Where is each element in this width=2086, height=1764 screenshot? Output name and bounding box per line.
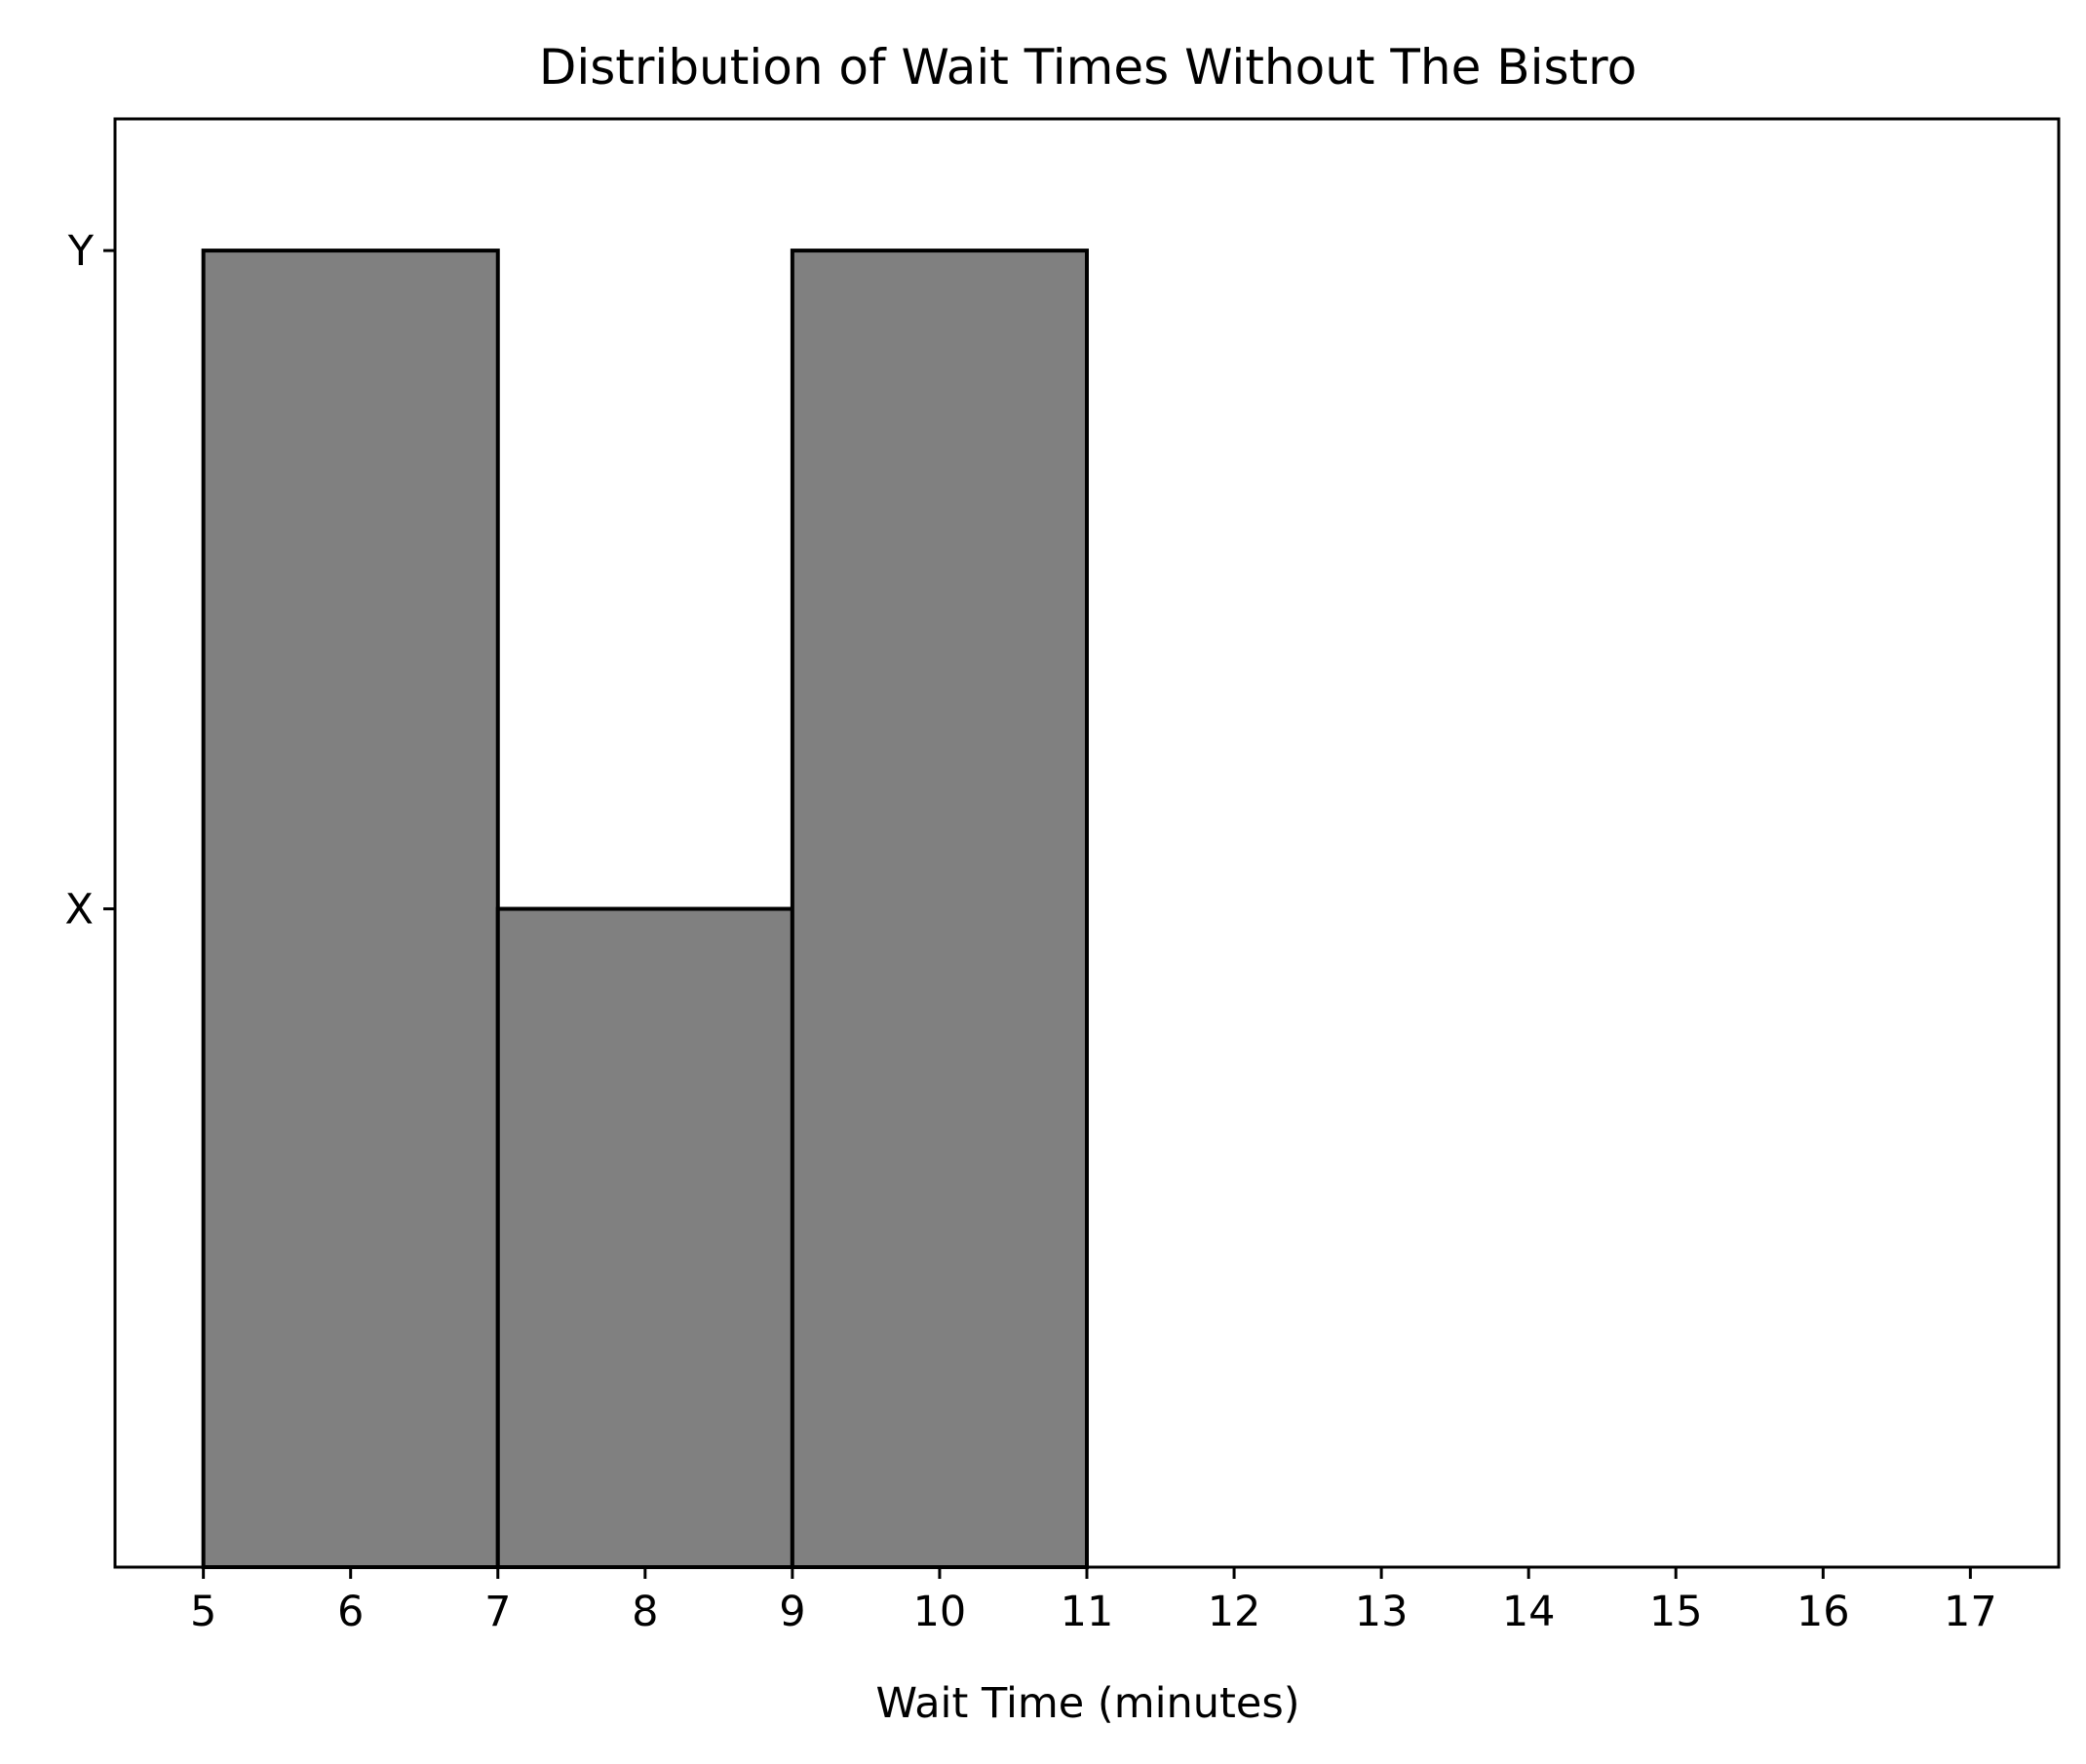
histogram-bar-2 xyxy=(495,906,794,1569)
chart-title: Distribution of Wait Times Without The B… xyxy=(539,39,1637,96)
y-tick-label-1: Y xyxy=(67,227,95,276)
x-tick-label-6: 11 xyxy=(1061,1588,1114,1636)
bars-group xyxy=(201,249,1089,1569)
x-tick-label-8: 13 xyxy=(1355,1588,1409,1636)
x-tick-label-11: 16 xyxy=(1796,1588,1850,1636)
x-tick-label-3: 8 xyxy=(632,1588,658,1636)
x-tick-label-2: 7 xyxy=(484,1588,511,1636)
histogram-bar-3 xyxy=(790,249,1089,1569)
x-tick-label-0: 5 xyxy=(190,1588,216,1636)
histogram-bar-1 xyxy=(201,249,500,1569)
x-tick-label-7: 12 xyxy=(1208,1588,1261,1636)
x-axis-label: Wait Time (minutes) xyxy=(875,1679,1299,1728)
x-axis-ticks: 5 6 7 8 9 10 11 12 13 14 15 16 17 xyxy=(190,1567,1997,1636)
x-tick-label-10: 15 xyxy=(1649,1588,1703,1636)
x-tick-label-12: 17 xyxy=(1944,1588,1997,1636)
x-tick-label-1: 6 xyxy=(337,1588,364,1636)
y-axis-ticks: XY xyxy=(65,227,115,935)
x-tick-label-9: 14 xyxy=(1502,1588,1556,1636)
x-tick-label-5: 10 xyxy=(913,1588,967,1636)
y-tick-label-0: X xyxy=(65,886,94,935)
x-tick-label-4: 9 xyxy=(779,1588,805,1636)
